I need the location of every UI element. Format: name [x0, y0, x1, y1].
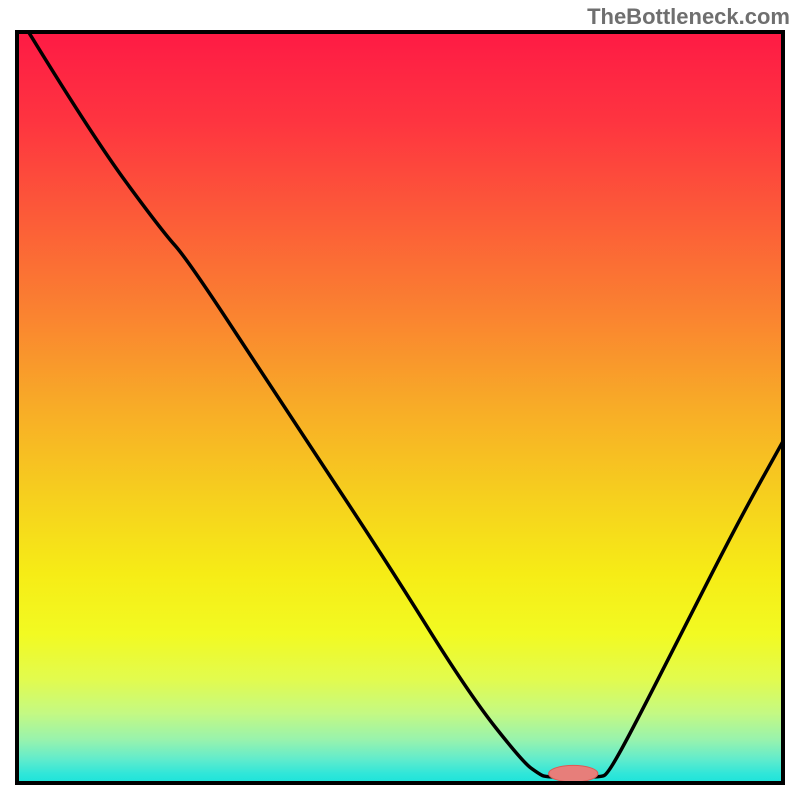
- plot-area: [15, 30, 785, 785]
- chart-container: TheBottleneck.com: [0, 0, 800, 800]
- background-rect: [15, 30, 785, 785]
- marker-pill: [549, 765, 598, 782]
- plot-svg: [15, 30, 785, 785]
- watermark-text: TheBottleneck.com: [587, 4, 790, 30]
